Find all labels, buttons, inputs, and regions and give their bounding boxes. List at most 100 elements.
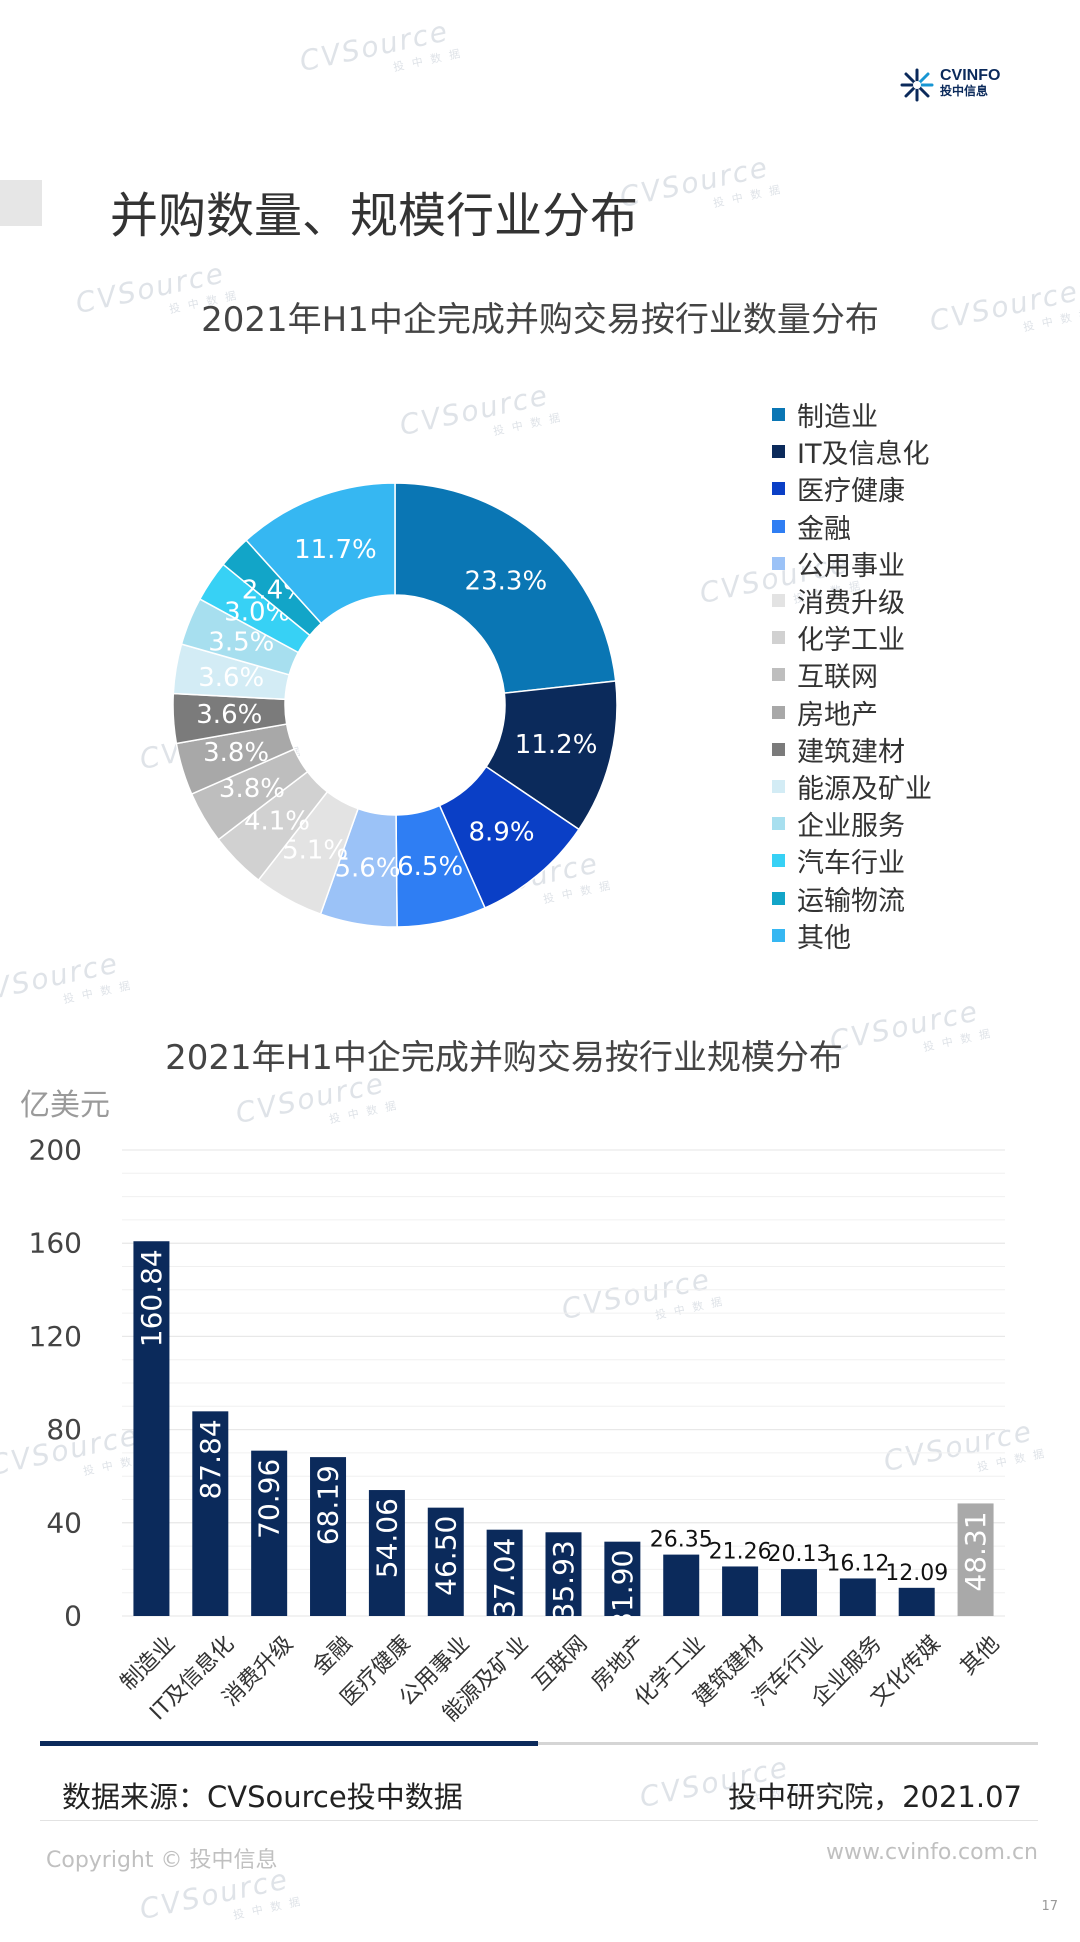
donut-data-label: 23.3% — [465, 566, 548, 596]
bar — [604, 1541, 641, 1616]
bar-data-label: 12.09 — [885, 1561, 948, 1586]
legend-label: 建筑建材 — [797, 736, 905, 768]
y-tick-label: 80 — [46, 1413, 82, 1446]
donut-data-label: 3.6% — [198, 663, 264, 693]
side-accent-block — [0, 180, 42, 226]
legend-label: 其他 — [797, 922, 851, 954]
bar-data-label: 54.06 — [370, 1498, 403, 1578]
legend-item: 金融 — [772, 508, 932, 545]
donut-data-label: 3.8% — [219, 774, 285, 804]
legend-swatch — [772, 891, 785, 905]
bar-data-label: 26.35 — [650, 1528, 713, 1553]
bar — [898, 1587, 935, 1616]
bar-data-label: 87.84 — [194, 1419, 227, 1499]
y-axis-unit: 亿美元 — [20, 1088, 110, 1123]
x-tick-label: 互联网 — [528, 1631, 592, 1695]
donut-data-label: 5.6% — [334, 854, 400, 884]
y-tick-label: 160 — [29, 1227, 82, 1260]
y-tick-label: 0 — [64, 1600, 82, 1633]
legend-label: 公用事业 — [797, 550, 905, 582]
legend-item: 公用事业 — [772, 545, 932, 582]
legend-item: IT及信息化 — [772, 433, 932, 470]
donut-data-label: 3.6% — [196, 700, 262, 730]
bar-data-label: 68.19 — [312, 1465, 345, 1545]
legend-item: 医疗健康 — [772, 470, 932, 507]
logo-subname: 投中信息 — [940, 83, 989, 98]
legend-swatch — [772, 817, 785, 831]
bar — [722, 1566, 759, 1616]
website: www.cvinfo.com.cn — [826, 1840, 1038, 1865]
bar-data-label: 20.13 — [767, 1542, 830, 1567]
legend-swatch — [772, 631, 785, 645]
legend-item: 运输物流 — [772, 879, 932, 917]
y-tick-label: 200 — [29, 1134, 82, 1167]
legend-swatch — [772, 928, 785, 942]
y-tick-label: 40 — [46, 1506, 82, 1539]
bar-data-label: 160.84 — [135, 1249, 168, 1347]
bar-data-label: 48.31 — [959, 1511, 992, 1591]
legend-swatch — [772, 668, 785, 682]
bar — [251, 1450, 288, 1616]
legend-item: 能源及矿业 — [772, 768, 932, 805]
legend-label: 运输物流 — [797, 885, 905, 917]
footer-divider — [40, 1741, 538, 1746]
bar-data-label: 37.04 — [488, 1538, 521, 1618]
legend-item: 汽车行业 — [772, 842, 932, 879]
legend-item: 消费升级 — [772, 582, 932, 619]
bar — [545, 1532, 582, 1616]
x-tick-label: 其他 — [956, 1631, 1005, 1680]
legend-label: 能源及矿业 — [797, 773, 932, 805]
legend-label: IT及信息化 — [797, 439, 930, 471]
bar-data-label: 16.12 — [826, 1551, 889, 1576]
donut-slice — [394, 482, 617, 694]
legend-swatch — [772, 594, 785, 608]
donut-data-label: 8.9% — [468, 817, 534, 847]
bar-data-label: 70.96 — [253, 1459, 286, 1539]
legend-swatch — [772, 854, 785, 868]
institute-date: 投中研究院，2021.07 — [728, 1780, 1022, 1814]
donut-chart: 23.3%11.2%8.9%6.5%5.6%5.1%4.1%3.8%3.8%3.… — [172, 482, 618, 928]
bar — [486, 1529, 523, 1616]
donut-data-label: 5.1% — [282, 836, 348, 866]
legend-swatch — [772, 482, 785, 496]
legend-item: 制造业 — [772, 396, 932, 433]
legend-label: 化学工业 — [797, 625, 905, 657]
bar — [310, 1457, 347, 1616]
legend-swatch — [772, 779, 785, 793]
bar-data-label: 46.50 — [429, 1516, 462, 1596]
bar-chart-title: 2021年H1中企完成并购交易按行业规模分布 — [165, 1038, 843, 1078]
legend-swatch — [772, 556, 785, 570]
bar-data-label: 35.93 — [547, 1540, 580, 1620]
legend-item: 互联网 — [772, 656, 932, 693]
legend-swatch — [772, 519, 785, 533]
donut-data-label: 3.8% — [203, 738, 269, 768]
footer-divider-light — [538, 1742, 1038, 1745]
legend-label: 企业服务 — [797, 811, 905, 843]
legend-item: 企业服务 — [772, 805, 932, 842]
bar — [839, 1578, 876, 1616]
bar — [192, 1411, 229, 1616]
legend-swatch — [772, 445, 785, 459]
legend-label: 互联网 — [797, 662, 878, 694]
bar — [957, 1503, 994, 1616]
bar — [368, 1490, 405, 1616]
legend-item: 房地产 — [772, 694, 932, 731]
bar — [133, 1241, 170, 1616]
bar-data-label: 31.90 — [606, 1550, 639, 1630]
donut-data-label: 11.7% — [294, 535, 377, 565]
legend-label: 房地产 — [797, 699, 878, 731]
legend-item: 建筑建材 — [772, 731, 932, 768]
bar-data-label: 21.26 — [709, 1539, 772, 1564]
bar — [663, 1554, 700, 1616]
x-tick-label: 金融 — [308, 1631, 357, 1680]
logo-burst-icon — [900, 68, 934, 102]
donut-data-label: 6.5% — [397, 852, 463, 882]
copyright: Copyright © 投中信息 — [46, 1848, 278, 1873]
footer-rule — [40, 1820, 1038, 1821]
logo-name: CVINFO — [940, 67, 1001, 84]
legend-item: 化学工业 — [772, 619, 932, 656]
